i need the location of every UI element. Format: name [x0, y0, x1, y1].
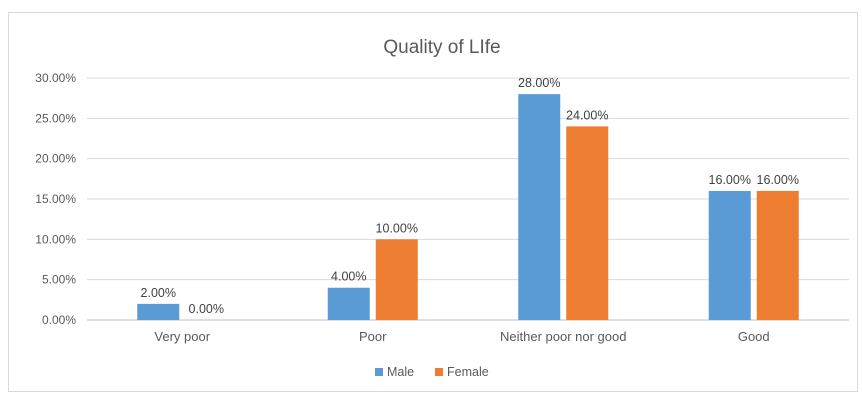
data-label: 24.00%: [566, 108, 608, 122]
y-tick-label: 5.00%: [42, 273, 76, 287]
y-tick-label: 20.00%: [35, 152, 76, 166]
y-tick-label: 25.00%: [35, 111, 76, 125]
legend: Male Female: [375, 365, 489, 379]
y-tick-label: 30.00%: [35, 71, 76, 85]
bar-male: [137, 303, 180, 320]
y-tick-label: 0.00%: [42, 313, 76, 327]
bars-layer: [137, 94, 799, 321]
bar-female: [566, 126, 609, 321]
grid-layer: [87, 77, 849, 321]
category-label: Good: [738, 329, 770, 344]
legend-swatch-male: [375, 368, 383, 376]
bar-male: [708, 190, 751, 320]
data-label: 4.00%: [331, 270, 366, 284]
bar-male: [518, 94, 561, 320]
chart-frame: Quality of LIfe 0.00% 5.00% 10.00% 15.00% 20…: [8, 12, 858, 392]
chart-title: Quality of LIfe: [383, 37, 500, 58]
data-label: 28.00%: [518, 76, 560, 90]
category-label: Poor: [359, 329, 387, 344]
bar-male: [327, 287, 370, 320]
data-label: 10.00%: [376, 221, 418, 235]
legend-swatch-female: [435, 368, 443, 376]
y-tick-label: 10.00%: [35, 232, 76, 246]
category-label: Neither poor nor good: [500, 329, 626, 344]
category-label: Very poor: [154, 329, 210, 344]
bar-female: [375, 239, 418, 320]
data-label: 2.00%: [141, 286, 176, 300]
legend-label-female: Female: [447, 365, 489, 379]
bar-female: [756, 190, 799, 320]
chart-svg: Quality of LIfe 0.00% 5.00% 10.00% 15.00% 20…: [35, 37, 849, 379]
labels-layer: 0.00% 5.00% 10.00% 15.00% 20.00% 25.00% 30.00%…: [35, 71, 799, 344]
data-label: 0.00%: [189, 302, 224, 316]
legend-label-male: Male: [387, 365, 414, 379]
data-label: 16.00%: [709, 173, 751, 187]
y-tick-label: 15.00%: [35, 192, 76, 206]
data-label: 16.00%: [757, 173, 799, 187]
